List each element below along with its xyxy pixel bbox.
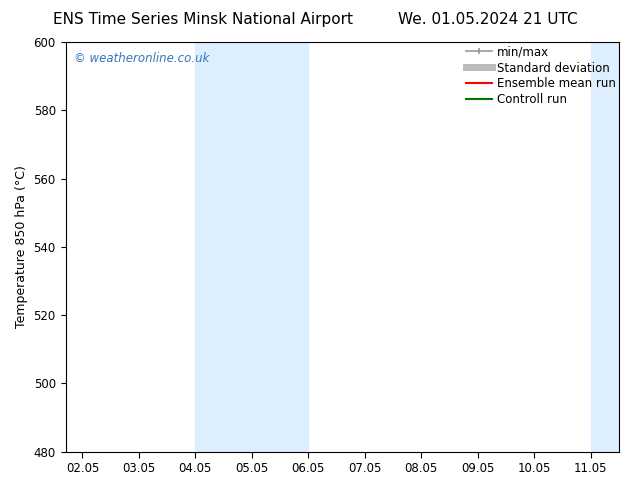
Text: ENS Time Series Minsk National Airport: ENS Time Series Minsk National Airport [53,12,353,27]
Text: We. 01.05.2024 21 UTC: We. 01.05.2024 21 UTC [398,12,578,27]
Y-axis label: Temperature 850 hPa (°C): Temperature 850 hPa (°C) [15,166,28,328]
Bar [252,42,308,452]
Bar [195,42,252,452]
Legend: min/max, Standard deviation, Ensemble mean run, Controll run: min/max, Standard deviation, Ensemble me… [466,46,616,106]
Bar [591,42,619,452]
Text: © weatheronline.co.uk: © weatheronline.co.uk [74,52,209,65]
